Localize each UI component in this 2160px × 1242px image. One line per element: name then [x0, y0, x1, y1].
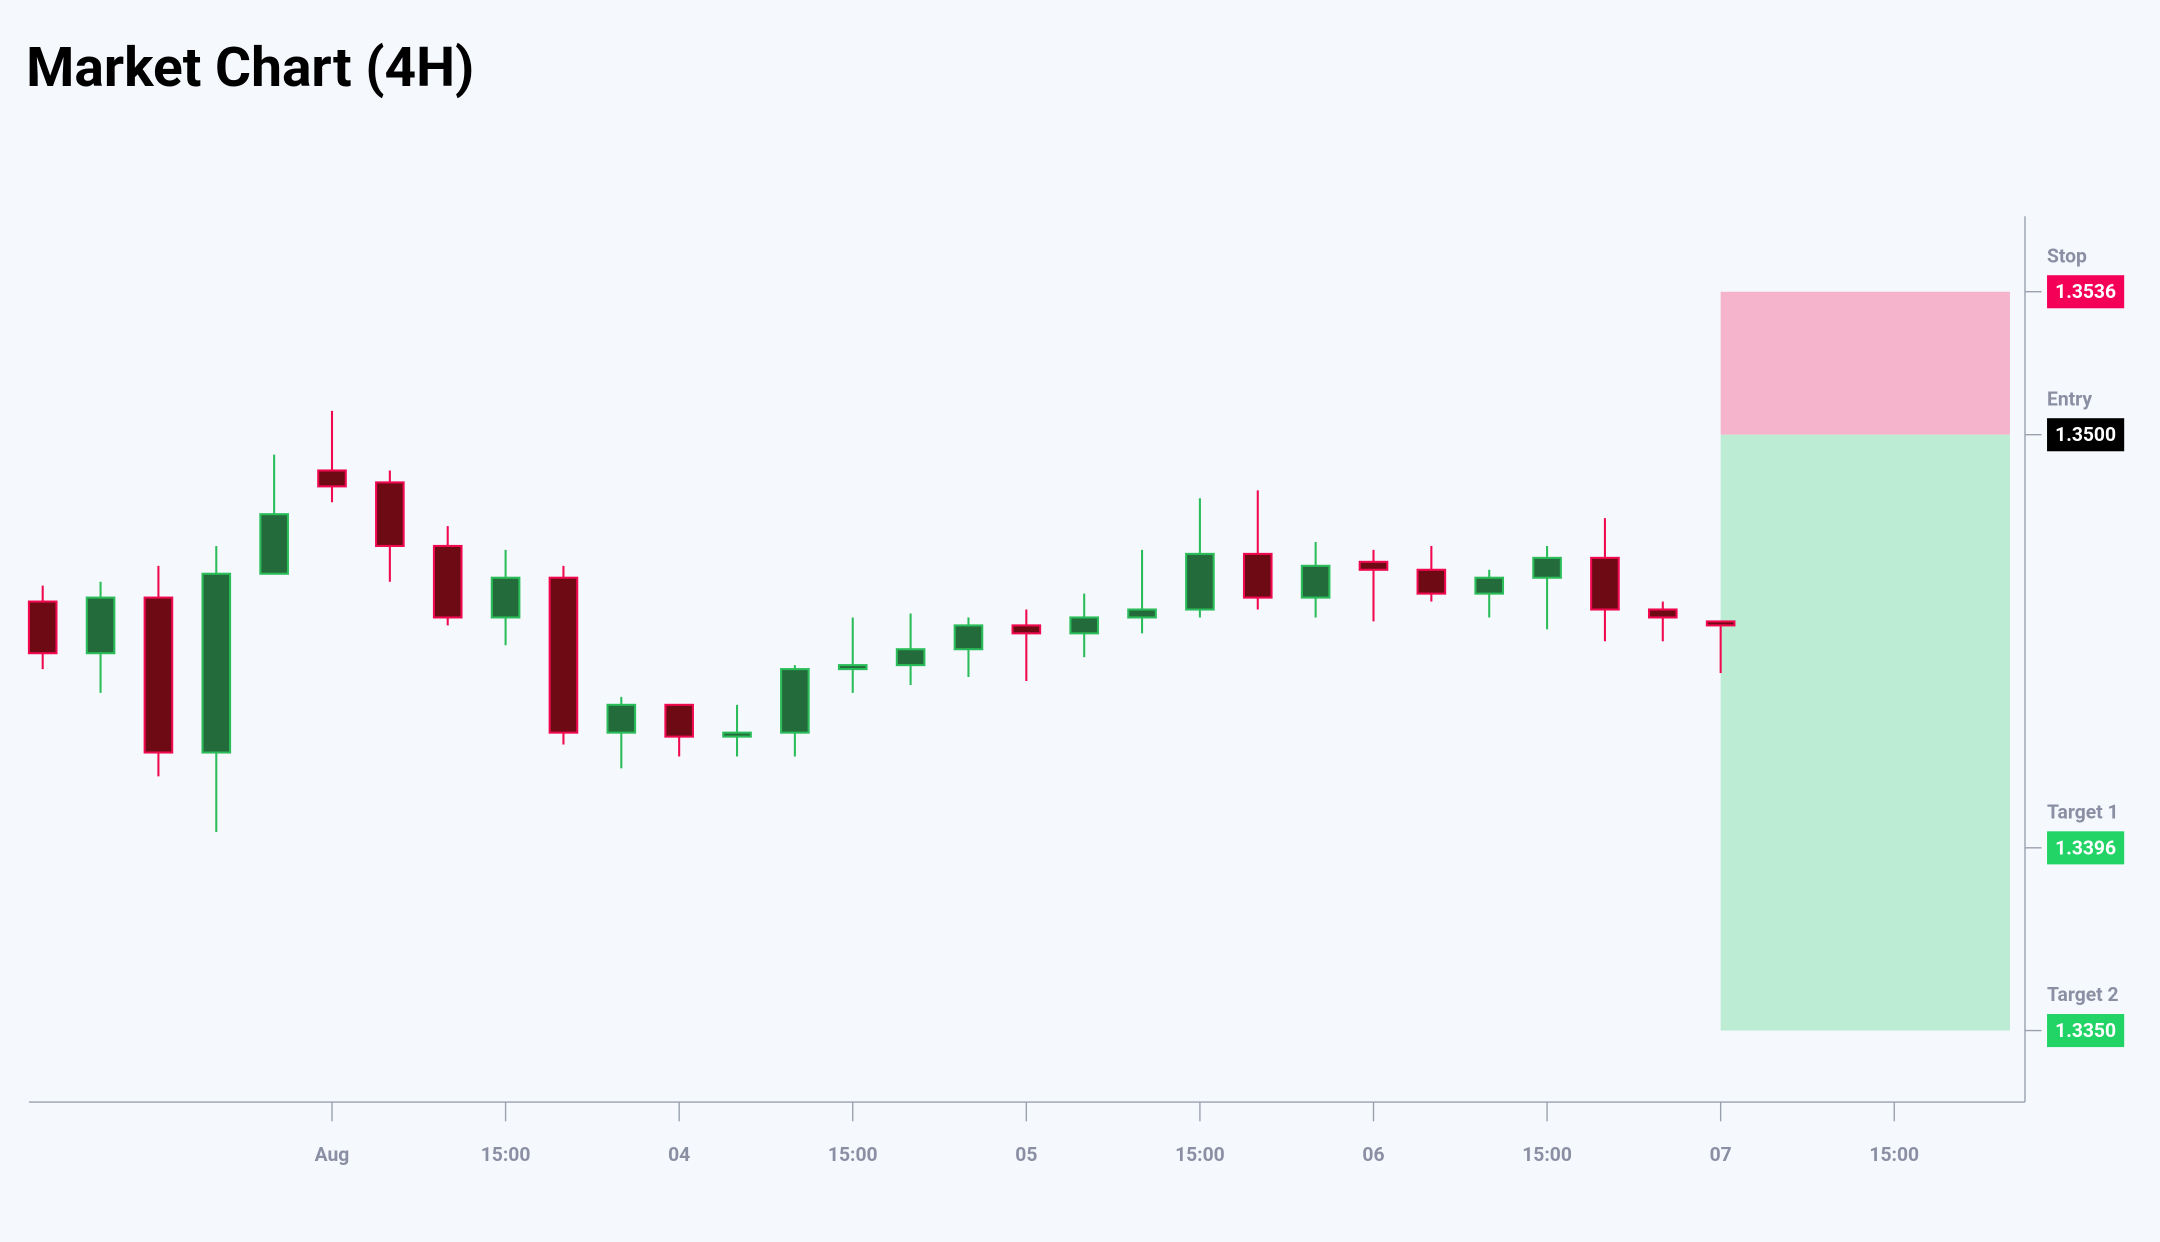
x-tick-label: Aug: [315, 1143, 350, 1166]
x-tick-label: 15:00: [481, 1143, 531, 1166]
candle-body: [1300, 564, 1331, 599]
chart-title: Market Chart (4H): [26, 36, 474, 100]
candle-body: [664, 703, 694, 738]
level-name: Target 1: [2047, 800, 2118, 823]
candle-body: [1705, 620, 1736, 627]
level-name: Stop: [2047, 244, 2087, 267]
reward-zone: [1720, 434, 2010, 1031]
candle-body: [1474, 576, 1505, 595]
candle-body: [780, 668, 810, 734]
candle-body: [1069, 616, 1099, 635]
level-value: 1.3536: [2055, 280, 2116, 303]
x-tick-label: 06: [1362, 1143, 1384, 1166]
x-tick-label: 15:00: [1175, 1143, 1225, 1166]
level-badge: [2047, 418, 2125, 452]
candle-body: [143, 596, 174, 754]
level-value: 1.3396: [2055, 836, 2116, 859]
candle-body: [548, 576, 579, 734]
candle-body: [432, 544, 463, 619]
candle-body: [317, 469, 347, 488]
candle-body: [1532, 556, 1562, 579]
candle-body: [895, 648, 926, 667]
candle-body: [1185, 552, 1215, 611]
level-badge: [2047, 831, 2125, 865]
x-tick-label: 07: [1710, 1143, 1732, 1166]
risk-zone: [1720, 291, 2010, 435]
x-tick-label: 15:00: [1522, 1143, 1572, 1166]
level-value: 1.3350: [2055, 1019, 2116, 1042]
candle-body: [953, 624, 984, 651]
x-tick-label: 05: [1015, 1143, 1037, 1166]
x-tick-label: 15:00: [828, 1143, 878, 1166]
candle-body: [606, 703, 637, 734]
candle-body: [201, 572, 232, 754]
level-name: Target 2: [2047, 983, 2118, 1006]
level-name: Entry: [2047, 387, 2092, 410]
candle-body: [27, 600, 58, 655]
candle-body: [1011, 624, 1042, 635]
candle-body: [1242, 552, 1273, 599]
candle-body: [259, 513, 289, 575]
x-tick-label: 04: [668, 1143, 690, 1166]
candle-body: [837, 664, 868, 671]
candle-body: [490, 576, 521, 619]
level-badge: [2047, 1014, 2125, 1048]
level-value: 1.3500: [2055, 423, 2116, 446]
level-badge: [2047, 275, 2125, 309]
candle-body: [1127, 608, 1157, 619]
candle-body: [722, 731, 752, 738]
candle-body: [375, 481, 405, 547]
candle-body: [85, 596, 116, 655]
candle-body: [1358, 560, 1389, 571]
x-tick-label: 15:00: [1869, 1143, 1919, 1166]
candle-body: [1590, 556, 1620, 611]
candle-body: [1647, 608, 1678, 619]
candle-body: [1416, 568, 1447, 595]
